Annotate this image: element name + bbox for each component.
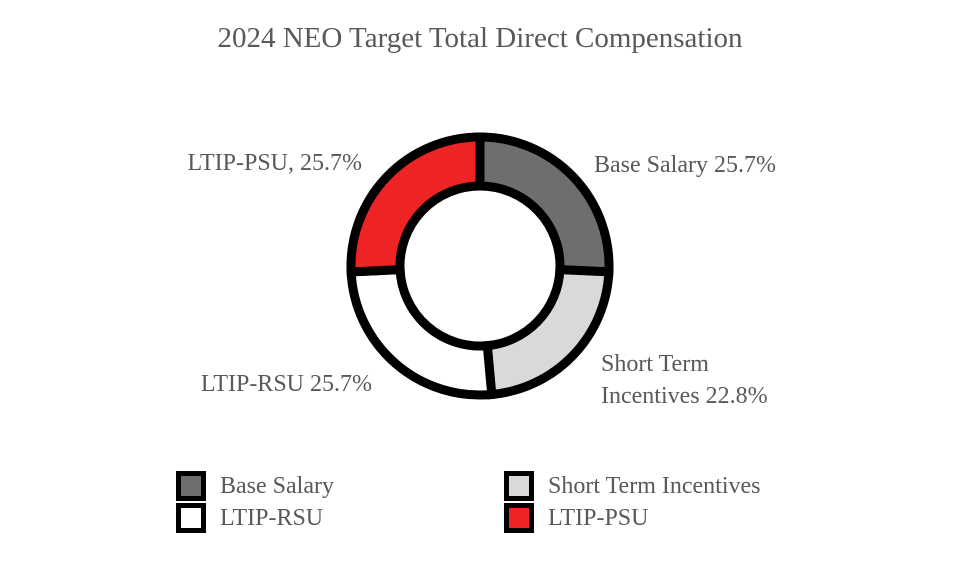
data-label-base-salary: Base Salary 25.7% xyxy=(594,152,776,178)
chart-title: 2024 NEO Target Total Direct Compensatio… xyxy=(217,22,743,54)
data-label-ltip-psu: LTIP-PSU, 25.7% xyxy=(188,150,362,176)
data-label-line: LTIP-PSU, 25.7% xyxy=(188,150,362,176)
data-label-line: Incentives 22.8% xyxy=(601,383,768,409)
donut-slice-ltip-rsu xyxy=(346,264,497,400)
data-label-line: Base Salary 25.7% xyxy=(594,152,776,178)
donut-slice-short-term-incentives xyxy=(482,264,614,400)
data-label-line: Short Term xyxy=(601,351,709,377)
data-label-ltip-rsu: LTIP-RSU 25.7% xyxy=(201,371,372,397)
donut-slice-ltip-psu xyxy=(346,132,485,277)
donut-slice-base-salary xyxy=(475,132,614,277)
data-label-line: LTIP-RSU 25.7% xyxy=(201,371,372,397)
data-label-short-term-incentives: Short Term Incentives 22.8% xyxy=(601,351,768,409)
